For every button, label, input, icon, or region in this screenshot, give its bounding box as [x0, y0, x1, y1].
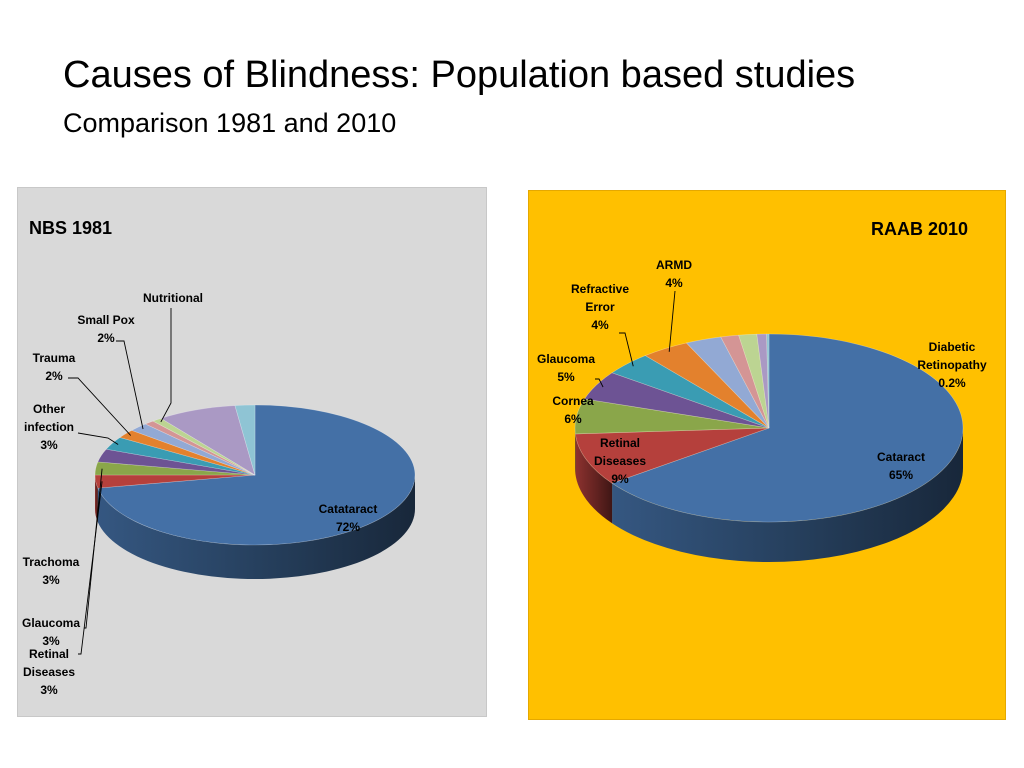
- pie-slice-unlabeled-1[interactable]: [144, 420, 256, 476]
- pie-slice-unlabeled-2[interactable]: [720, 334, 770, 429]
- pie-slice-unlabeled-1[interactable]: [685, 336, 770, 429]
- pie-slice-unlabeled-2[interactable]: [160, 405, 256, 476]
- leader-line-armd: [668, 290, 676, 352]
- pie-slice-cataract[interactable]: [611, 333, 964, 523]
- pie-slice-trauma[interactable]: [119, 430, 256, 476]
- data-label-nutritional: Nutritional: [143, 291, 203, 305]
- pie-slices: [94, 404, 416, 546]
- chart-panel-nbs-1981: NBS 1981 Catataract 72% Retinal Diseases 3% Gl…: [17, 187, 487, 717]
- pie-slice-refractive-error[interactable]: [611, 355, 770, 429]
- leader-line-glaucoma: [84, 468, 103, 629]
- data-label-trachoma: Trachoma 3%: [23, 555, 80, 587]
- pie-sides: [575, 428, 963, 562]
- data-label-glaucoma: Glaucoma 3%: [22, 616, 80, 648]
- pie-slice-cornea[interactable]: [574, 398, 770, 435]
- pie-side-retinal-diseases: [95, 475, 98, 523]
- data-label-cornea: Cornea 6%: [552, 394, 594, 426]
- pie-slice-small-pox[interactable]: [130, 423, 256, 476]
- leader-line-trauma: [68, 377, 132, 436]
- leader-line-nutritional: [160, 308, 172, 423]
- pie-slice-glaucoma[interactable]: [583, 372, 770, 429]
- data-label-catataract: Catataract 72%: [319, 502, 378, 534]
- data-label-diabetic-retinopathy: Diabetic Retinopathy 0.2%: [917, 340, 987, 390]
- leader-line-small-pox: [116, 340, 144, 430]
- pie-slice-catataract[interactable]: [97, 404, 416, 546]
- pie-slice-other-infection[interactable]: [105, 437, 256, 476]
- data-label-trauma: Trauma 2%: [33, 351, 76, 383]
- pie-slice-unlabeled-3[interactable]: [738, 333, 770, 429]
- data-label-small-pox: Small Pox 2%: [77, 313, 135, 345]
- data-label-glaucoma: Glaucoma 5%: [537, 352, 595, 384]
- leader-line-other-infection: [77, 432, 119, 445]
- pie-slice-armd[interactable]: [644, 342, 770, 429]
- data-label-refractive-error: Refractive Error 4%: [571, 282, 629, 332]
- pie-chart-raab-2010: RAAB 2010 Cataract 65% Retinal Diseases 9%Cor…: [537, 219, 987, 562]
- chart-title: NBS 1981: [29, 218, 112, 238]
- pie-slice-unlabeled-4[interactable]: [756, 333, 770, 429]
- slide-subtitle: Comparison 1981 and 2010: [63, 108, 397, 138]
- pie-slice-retinal-diseases[interactable]: [575, 427, 770, 484]
- data-labels: Catataract 72% Retinal Diseases 3%Glaucoma 3%…: [22, 291, 377, 697]
- data-label-other-infection: Other infection 3%: [24, 402, 74, 452]
- leader-line-refractive-error: [619, 332, 634, 367]
- data-label-cataract: Cataract 65%: [877, 450, 925, 482]
- pie-side-cataract: [612, 428, 963, 562]
- pie-sides: [95, 475, 415, 580]
- pie-side-catataract: [97, 475, 415, 580]
- pie-slice-glaucoma[interactable]: [94, 461, 256, 476]
- data-label-armd: ARMD 4%: [656, 258, 692, 290]
- pie-slice-nutritional[interactable]: [152, 418, 256, 476]
- pie-chart-nbs-1981: NBS 1981 Catataract 72% Retinal Diseases 3%Gl…: [22, 218, 416, 697]
- data-labels: Cataract 65% Retinal Diseases 9%Cornea 6% Glau…: [537, 258, 987, 486]
- data-label-retinal-diseases: Retinal Diseases 3%: [23, 647, 75, 697]
- pie-side-retinal-diseases: [575, 433, 613, 524]
- chart-panel-raab-2010: RAAB 2010 Cataract 65% Retinal Diseases 9% Cor…: [528, 190, 1006, 720]
- pie-slice-unlabeled-3[interactable]: [234, 404, 256, 476]
- leader-line-glaucoma: [595, 378, 604, 388]
- pie-slice-trachoma[interactable]: [97, 448, 256, 476]
- slide-title: Causes of Blindness: Population based st…: [63, 54, 856, 96]
- pie-slice-diabetic-retinopathy[interactable]: [766, 333, 770, 429]
- pie-slice-retinal-diseases[interactable]: [94, 474, 256, 489]
- pie-slices: [574, 333, 964, 523]
- data-label-retinal-diseases: Retinal Diseases 9%: [594, 436, 646, 486]
- chart-title: RAAB 2010: [871, 219, 968, 239]
